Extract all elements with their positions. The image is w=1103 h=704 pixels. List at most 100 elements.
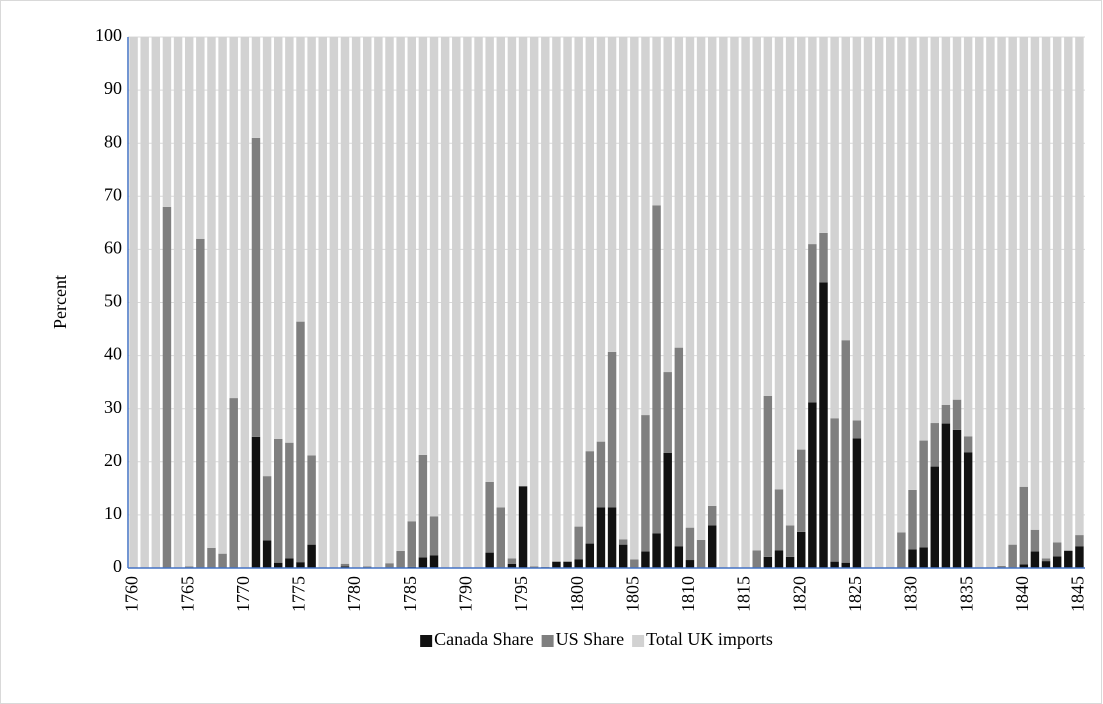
bar-segment	[763, 37, 773, 396]
bar-segment	[229, 37, 238, 399]
bar-segment	[763, 395, 773, 557]
bar-segment	[774, 550, 784, 568]
bar-segment	[618, 539, 628, 545]
bar-segment	[151, 37, 161, 568]
bar-segment	[886, 37, 895, 568]
bar-segment	[251, 37, 261, 138]
bar-segment	[452, 37, 461, 568]
bar-segment	[941, 37, 951, 405]
bar-segment	[296, 321, 305, 563]
bar-segment	[262, 540, 272, 568]
bar-segment	[663, 372, 672, 453]
bar-segment	[997, 565, 1006, 568]
bar-segment	[841, 562, 850, 568]
bar-segment	[1030, 37, 1040, 530]
bar-segment	[797, 449, 806, 532]
bar-segment	[407, 37, 416, 522]
bar-segment	[919, 440, 928, 548]
bar-segment	[507, 563, 517, 568]
bar-segment	[819, 232, 828, 283]
x-tick-label: 1790	[456, 576, 476, 612]
bar-segment	[396, 37, 405, 552]
bar-segment	[630, 37, 639, 560]
y-tick-label: 70	[104, 184, 122, 204]
bar-segment	[841, 340, 850, 563]
bar-segment	[485, 481, 494, 553]
bar-segment	[196, 37, 205, 239]
bar-segment	[351, 37, 361, 568]
bar-segment	[251, 137, 261, 437]
bar-segment	[251, 436, 261, 568]
bar-segment	[418, 454, 428, 558]
bar-segment	[363, 37, 372, 567]
bar-segment	[819, 282, 828, 568]
bar-segment	[173, 37, 183, 568]
bar-segment	[1075, 535, 1084, 547]
bar-segment	[674, 37, 684, 348]
bar-segment	[418, 557, 428, 568]
x-tick-label: 1795	[511, 576, 531, 612]
bar-segment	[507, 37, 517, 559]
bar-segment	[930, 423, 940, 467]
bar-segment	[1064, 550, 1073, 552]
bar-segment	[429, 555, 439, 568]
bar-segment	[785, 525, 795, 557]
bar-segment	[830, 561, 839, 568]
bar-segment	[641, 551, 650, 568]
bar-segment	[518, 37, 528, 487]
bar-segment	[719, 37, 728, 568]
bar-segment	[240, 37, 250, 568]
bar-segment	[1019, 486, 1029, 565]
bar-segment	[897, 532, 906, 568]
legend-swatch	[632, 635, 645, 647]
bar-segment	[340, 563, 350, 567]
bar-segment	[752, 37, 761, 551]
bar-segment	[808, 244, 817, 403]
bar-segment	[819, 37, 828, 233]
bar-segment	[596, 441, 606, 508]
bar-segment	[563, 561, 572, 568]
bar-segment	[307, 37, 316, 456]
bar-segment	[296, 562, 305, 568]
y-tick-label: 10	[104, 503, 122, 523]
bar-segment	[385, 563, 394, 568]
bar-segment	[529, 566, 539, 568]
bar-segment	[1030, 529, 1040, 552]
x-tick-label: 1800	[567, 576, 587, 612]
y-tick-label: 100	[95, 25, 122, 45]
legend-label: Total UK imports	[646, 629, 773, 649]
bar-segment	[229, 398, 238, 568]
bar-segment	[1041, 561, 1051, 568]
bar-segment	[1052, 556, 1062, 568]
bar-segment	[162, 37, 172, 207]
bar-segment	[585, 543, 595, 568]
bar-segment	[307, 455, 316, 545]
bar-segment	[340, 566, 350, 568]
bar-segment	[285, 37, 294, 443]
bar-segment	[340, 37, 350, 564]
bar-segment	[941, 404, 951, 424]
bar-segment	[830, 37, 839, 419]
bar-segment	[730, 37, 739, 568]
bar-segment	[285, 442, 294, 559]
bar-segment	[919, 37, 928, 441]
bar-segment	[207, 547, 216, 568]
bar-segment	[652, 205, 661, 534]
y-tick-label: 0	[113, 556, 122, 576]
bar-segment	[485, 552, 494, 568]
y-tick-label: 30	[104, 397, 122, 417]
bar-segment	[429, 516, 439, 556]
bar-segment	[296, 37, 305, 322]
bar-segment	[518, 486, 528, 568]
bar-segment	[941, 423, 951, 568]
bar-segment	[618, 544, 628, 568]
bar-segment	[752, 550, 761, 568]
bar-segment	[429, 37, 439, 517]
x-tick-label: 1765	[177, 576, 197, 612]
bar-segment	[396, 551, 405, 568]
x-tick-label: 1845	[1068, 576, 1088, 612]
bar-segment	[596, 507, 606, 568]
y-tick-label: 20	[104, 450, 122, 470]
bar-segment	[908, 37, 917, 490]
